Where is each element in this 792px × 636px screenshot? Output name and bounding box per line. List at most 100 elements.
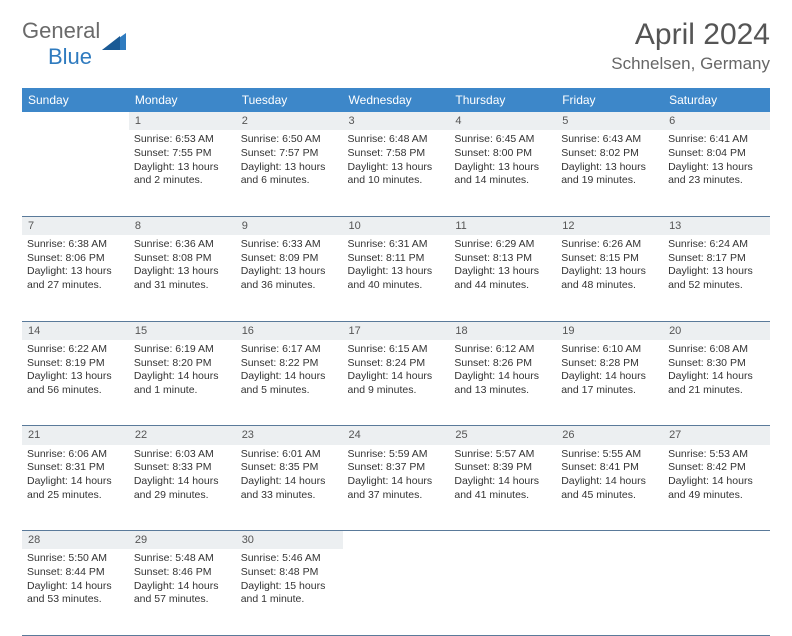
sunrise-line: Sunrise: 6:29 AM (454, 238, 551, 252)
day-number: 4 (449, 112, 556, 130)
sunset-line: Sunset: 8:19 PM (27, 357, 124, 371)
week-row: Sunrise: 5:50 AMSunset: 8:44 PMDaylight:… (22, 549, 770, 635)
logo-text: General Blue (22, 18, 100, 70)
day2-line: and 48 minutes. (561, 279, 658, 293)
calendar-table: Sunday Monday Tuesday Wednesday Thursday… (22, 88, 770, 636)
day2-line: and 17 minutes. (561, 384, 658, 398)
day-number: 12 (556, 216, 663, 235)
day-content: Sunrise: 6:50 AMSunset: 7:57 PMDaylight:… (236, 130, 343, 194)
sunset-line: Sunset: 8:13 PM (454, 252, 551, 266)
day2-line: and 31 minutes. (134, 279, 231, 293)
day2-line: and 1 minute. (134, 384, 231, 398)
day-content: Sunrise: 5:55 AMSunset: 8:41 PMDaylight:… (556, 445, 663, 509)
week-row: Sunrise: 6:38 AMSunset: 8:06 PMDaylight:… (22, 235, 770, 321)
day-content: Sunrise: 5:46 AMSunset: 8:48 PMDaylight:… (236, 549, 343, 613)
sunset-line: Sunset: 8:42 PM (668, 461, 765, 475)
sunrise-line: Sunrise: 5:53 AM (668, 448, 765, 462)
day1-line: Daylight: 13 hours (668, 161, 765, 175)
day1-line: Daylight: 14 hours (241, 370, 338, 384)
day1-line: Daylight: 15 hours (241, 580, 338, 594)
day-content: Sunrise: 6:33 AMSunset: 8:09 PMDaylight:… (236, 235, 343, 299)
day-number: 16 (236, 321, 343, 340)
day-cell: Sunrise: 6:17 AMSunset: 8:22 PMDaylight:… (236, 340, 343, 426)
day2-line: and 45 minutes. (561, 489, 658, 503)
day2-line: and 2 minutes. (134, 174, 231, 188)
day-content: Sunrise: 6:06 AMSunset: 8:31 PMDaylight:… (22, 445, 129, 509)
day1-line: Daylight: 14 hours (134, 580, 231, 594)
day2-line: and 13 minutes. (454, 384, 551, 398)
day1-line: Daylight: 14 hours (348, 370, 445, 384)
sunset-line: Sunset: 8:08 PM (134, 252, 231, 266)
sunrise-line: Sunrise: 6:03 AM (134, 448, 231, 462)
day2-line: and 19 minutes. (561, 174, 658, 188)
day1-line: Daylight: 13 hours (134, 265, 231, 279)
sunset-line: Sunset: 8:22 PM (241, 357, 338, 371)
day-number (556, 531, 663, 550)
weekday-header: Sunday (22, 88, 129, 112)
day-cell (449, 549, 556, 635)
day2-line: and 44 minutes. (454, 279, 551, 293)
day-number (22, 112, 129, 130)
day-content: Sunrise: 5:48 AMSunset: 8:46 PMDaylight:… (129, 549, 236, 613)
day1-line: Daylight: 14 hours (668, 370, 765, 384)
day2-line: and 5 minutes. (241, 384, 338, 398)
day-cell: Sunrise: 6:43 AMSunset: 8:02 PMDaylight:… (556, 130, 663, 216)
day-content: Sunrise: 6:26 AMSunset: 8:15 PMDaylight:… (556, 235, 663, 299)
page-header: General Blue April 2024 Schnelsen, Germa… (22, 18, 770, 74)
day-number: 24 (343, 426, 450, 445)
day-cell: Sunrise: 6:01 AMSunset: 8:35 PMDaylight:… (236, 445, 343, 531)
sunset-line: Sunset: 8:00 PM (454, 147, 551, 161)
sunset-line: Sunset: 8:20 PM (134, 357, 231, 371)
day2-line: and 33 minutes. (241, 489, 338, 503)
logo: General Blue (22, 18, 130, 70)
day2-line: and 1 minute. (241, 593, 338, 607)
sunset-line: Sunset: 7:57 PM (241, 147, 338, 161)
sunset-line: Sunset: 8:46 PM (134, 566, 231, 580)
sunset-line: Sunset: 8:41 PM (561, 461, 658, 475)
sunrise-line: Sunrise: 6:24 AM (668, 238, 765, 252)
day1-line: Daylight: 14 hours (134, 475, 231, 489)
day2-line: and 23 minutes. (668, 174, 765, 188)
day-content: Sunrise: 6:19 AMSunset: 8:20 PMDaylight:… (129, 340, 236, 404)
month-title: April 2024 (611, 18, 770, 52)
logo-blue: Blue (48, 44, 92, 69)
day-number: 21 (22, 426, 129, 445)
day-cell: Sunrise: 6:24 AMSunset: 8:17 PMDaylight:… (663, 235, 770, 321)
day-content: Sunrise: 6:48 AMSunset: 7:58 PMDaylight:… (343, 130, 450, 194)
day-number: 15 (129, 321, 236, 340)
day-cell: Sunrise: 6:26 AMSunset: 8:15 PMDaylight:… (556, 235, 663, 321)
day2-line: and 57 minutes. (134, 593, 231, 607)
day-content: Sunrise: 6:12 AMSunset: 8:26 PMDaylight:… (449, 340, 556, 404)
day2-line: and 10 minutes. (348, 174, 445, 188)
day-number: 7 (22, 216, 129, 235)
weekday-header: Tuesday (236, 88, 343, 112)
sunset-line: Sunset: 8:37 PM (348, 461, 445, 475)
day1-line: Daylight: 14 hours (241, 475, 338, 489)
day-content: Sunrise: 6:45 AMSunset: 8:00 PMDaylight:… (449, 130, 556, 194)
day2-line: and 40 minutes. (348, 279, 445, 293)
sunrise-line: Sunrise: 6:45 AM (454, 133, 551, 147)
day-number: 3 (343, 112, 450, 130)
sunrise-line: Sunrise: 6:43 AM (561, 133, 658, 147)
day1-line: Daylight: 14 hours (27, 580, 124, 594)
day-content: Sunrise: 6:31 AMSunset: 8:11 PMDaylight:… (343, 235, 450, 299)
day-cell: Sunrise: 5:50 AMSunset: 8:44 PMDaylight:… (22, 549, 129, 635)
sunrise-line: Sunrise: 6:08 AM (668, 343, 765, 357)
day-number: 26 (556, 426, 663, 445)
day1-line: Daylight: 13 hours (561, 265, 658, 279)
sunset-line: Sunset: 8:35 PM (241, 461, 338, 475)
day-cell: Sunrise: 6:45 AMSunset: 8:00 PMDaylight:… (449, 130, 556, 216)
day1-line: Daylight: 14 hours (348, 475, 445, 489)
day2-line: and 29 minutes. (134, 489, 231, 503)
day-cell: Sunrise: 6:08 AMSunset: 8:30 PMDaylight:… (663, 340, 770, 426)
title-block: April 2024 Schnelsen, Germany (611, 18, 770, 74)
day-content: Sunrise: 6:15 AMSunset: 8:24 PMDaylight:… (343, 340, 450, 404)
sunrise-line: Sunrise: 6:17 AM (241, 343, 338, 357)
day-content: Sunrise: 6:03 AMSunset: 8:33 PMDaylight:… (129, 445, 236, 509)
day-content: Sunrise: 6:01 AMSunset: 8:35 PMDaylight:… (236, 445, 343, 509)
sunset-line: Sunset: 7:58 PM (348, 147, 445, 161)
day2-line: and 6 minutes. (241, 174, 338, 188)
sunset-line: Sunset: 8:11 PM (348, 252, 445, 266)
weekday-header: Thursday (449, 88, 556, 112)
sunrise-line: Sunrise: 6:53 AM (134, 133, 231, 147)
